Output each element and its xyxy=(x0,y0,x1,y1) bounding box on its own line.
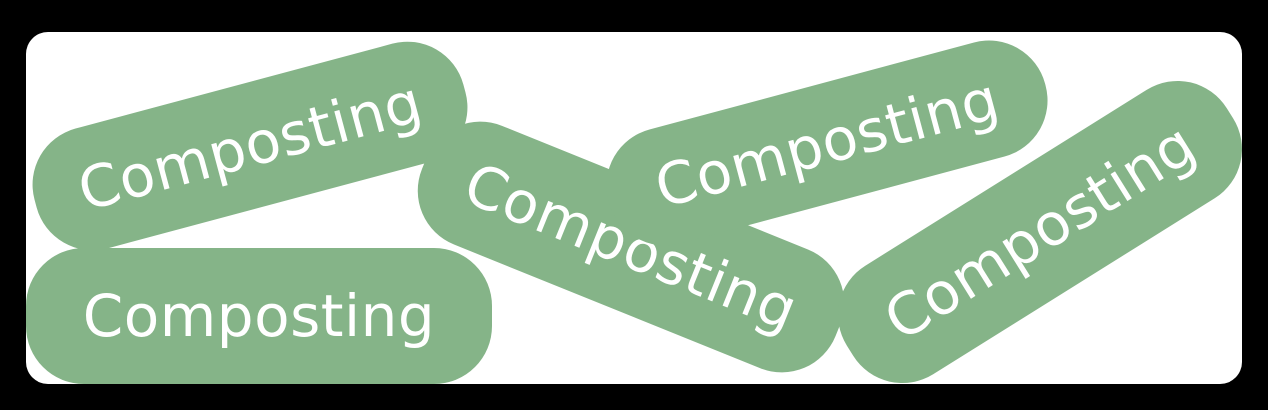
composting-tag-label: Composting xyxy=(82,282,436,350)
composting-tag-1: Composting xyxy=(26,248,492,384)
